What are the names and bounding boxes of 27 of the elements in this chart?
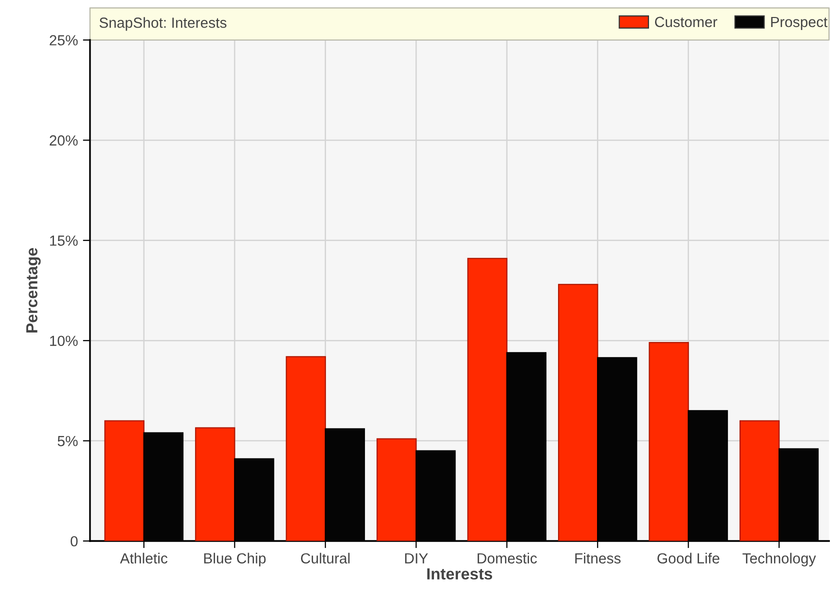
- y-axis-title: Percentage: [26, 248, 41, 332]
- bar: [648, 342, 689, 541]
- bar: [104, 420, 144, 541]
- x-axis-title: Interests: [427, 568, 492, 580]
- y-tick-label: 20%: [50, 135, 78, 146]
- bar: [286, 356, 326, 541]
- legend-label: Customer: [655, 16, 718, 28]
- x-tick-label: DIY: [405, 553, 428, 564]
- bar: [558, 284, 598, 541]
- x-tick-label: Good Life: [657, 552, 720, 564]
- x-tick-label: Technology: [742, 552, 816, 566]
- chart-title: SnapShot: Interests: [100, 17, 226, 31]
- x-tick-label: Fitness: [575, 552, 621, 564]
- y-tick-label: 0: [70, 536, 78, 546]
- y-tick-label: 15%: [50, 236, 78, 246]
- y-tick-label: 5%: [58, 436, 78, 446]
- bar: [740, 420, 780, 541]
- x-tick-label: Cultural: [301, 552, 350, 564]
- bar: [195, 427, 236, 541]
- x-tick-label: Athletic: [120, 552, 168, 564]
- bar: [376, 438, 417, 541]
- x-tick-label: Blue Chip: [204, 552, 266, 566]
- legend-label: Prospect: [771, 16, 828, 30]
- x-tick-label: Domestic: [478, 552, 537, 564]
- y-tick-label: 10%: [50, 336, 78, 346]
- y-tick-label: 25%: [50, 35, 78, 46]
- bar: [467, 258, 508, 541]
